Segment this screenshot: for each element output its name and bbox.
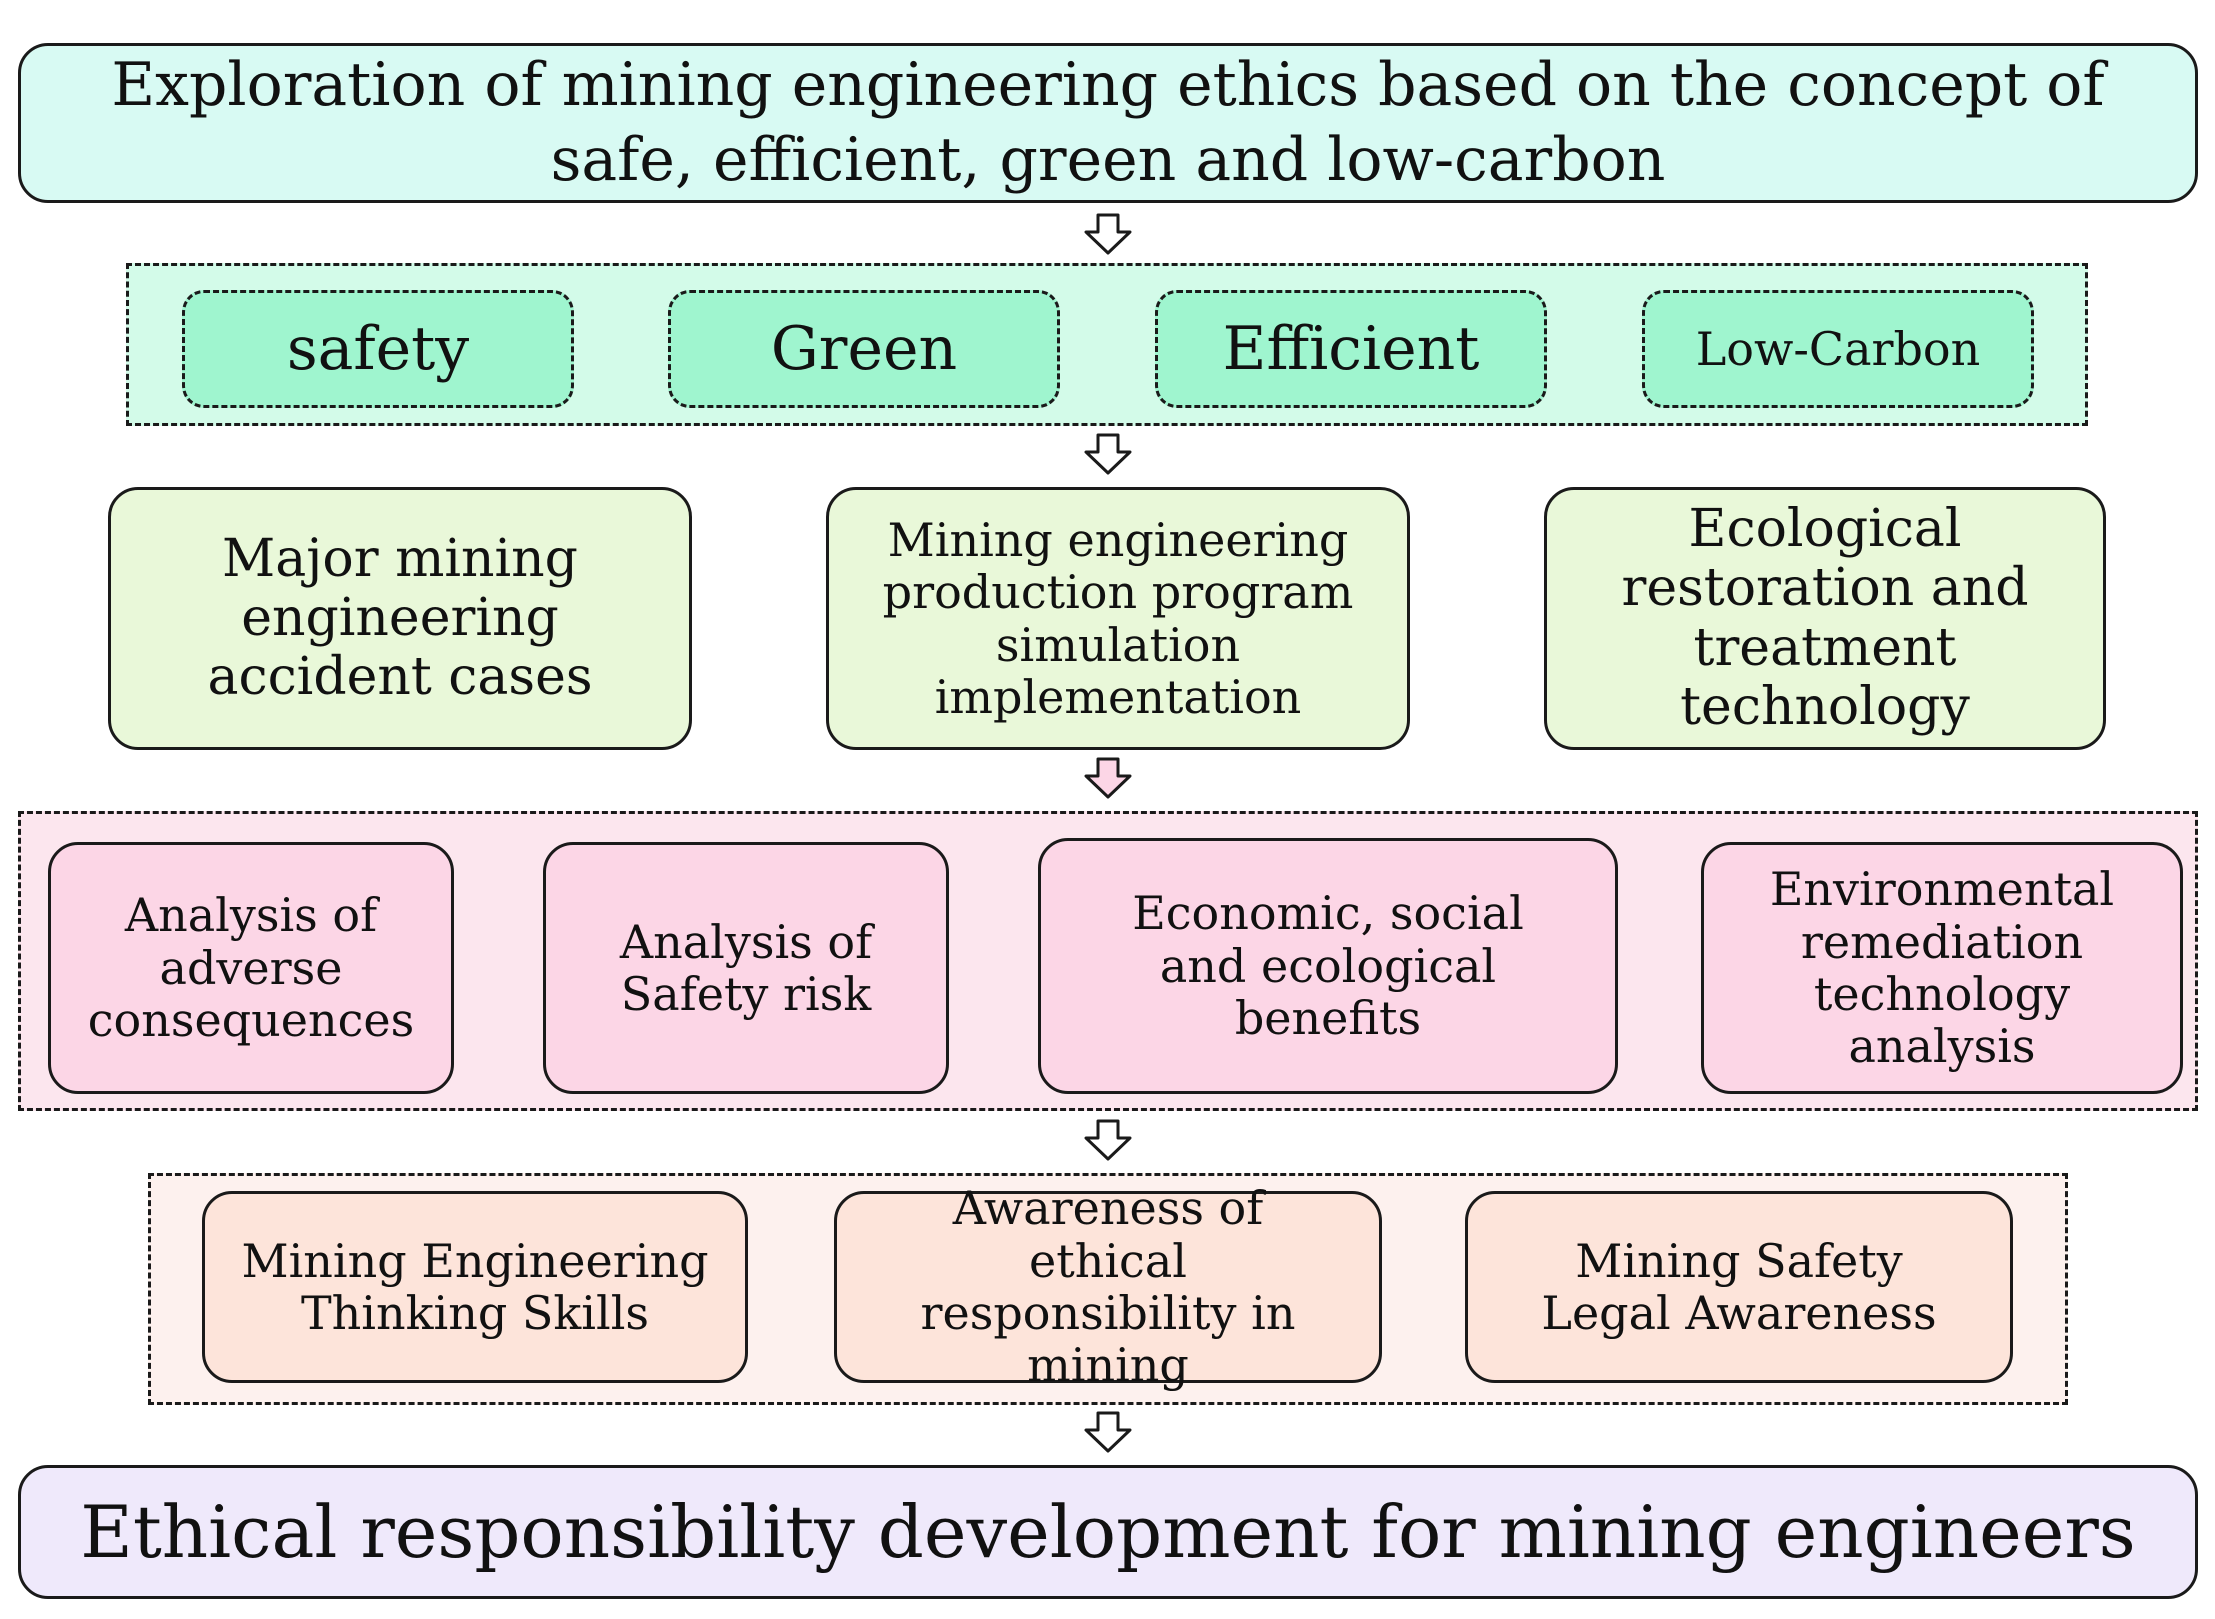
ability-label: Mining Safety Legal Awareness [1541,1233,1937,1340]
analysis-label: Economic, social and ecological benefits [1132,886,1524,1046]
flow-arrow-icon [1082,432,1134,476]
flow-arrow-icon [1082,756,1134,800]
topic-label: Mining engineering production program si… [882,512,1354,724]
analysis-adverse-consequences: Analysis of adverse consequences [48,842,454,1094]
title-text: Exploration of mining engineering ethics… [111,50,2105,195]
topic-label: Major mining engineering accident cases [207,528,593,708]
topic-ecological-restoration: Ecological restoration and treatment tec… [1544,487,2106,750]
ability-legal-awareness: Mining Safety Legal Awareness [1465,1191,2013,1383]
concept-safety: safety [182,290,574,408]
concept-efficient: Efficient [1155,290,1547,408]
title-box: Exploration of mining engineering ethics… [18,43,2198,203]
topic-label: Ecological restoration and treatment tec… [1621,498,2029,737]
concept-label: Efficient [1222,314,1480,384]
concept-green: Green [668,290,1060,408]
concept-label: safety [286,314,470,384]
concept-label: Low-Carbon [1695,322,1981,376]
analysis-benefits: Economic, social and ecological benefits [1038,838,1618,1094]
flow-arrow-icon [1082,1410,1134,1454]
analysis-remediation-technology: Environmental remediation technology ana… [1701,842,2183,1094]
analysis-safety-risk: Analysis of Safety risk [543,842,949,1094]
topic-production-simulation: Mining engineering production program si… [826,487,1410,750]
flow-arrow-icon [1082,212,1134,256]
ability-label: Awareness of ethical responsibility in m… [920,1181,1296,1393]
ability-label: Mining Engineering Thinking Skills [241,1233,709,1340]
concept-low-carbon: Low-Carbon [1642,290,2034,408]
analysis-label: Environmental remediation technology ana… [1769,862,2115,1074]
ability-thinking-skills: Mining Engineering Thinking Skills [202,1191,748,1383]
analysis-label: Analysis of adverse consequences [87,888,415,1048]
goal-text: Ethical responsibility development for m… [80,1489,2136,1574]
ability-ethical-responsibility: Awareness of ethical responsibility in m… [834,1182,1382,1392]
analysis-label: Analysis of Safety risk [619,914,873,1021]
topic-accident-cases: Major mining engineering accident cases [108,487,692,750]
goal-box: Ethical responsibility development for m… [18,1465,2198,1599]
concept-label: Green [770,314,958,384]
flow-arrow-icon [1082,1118,1134,1162]
